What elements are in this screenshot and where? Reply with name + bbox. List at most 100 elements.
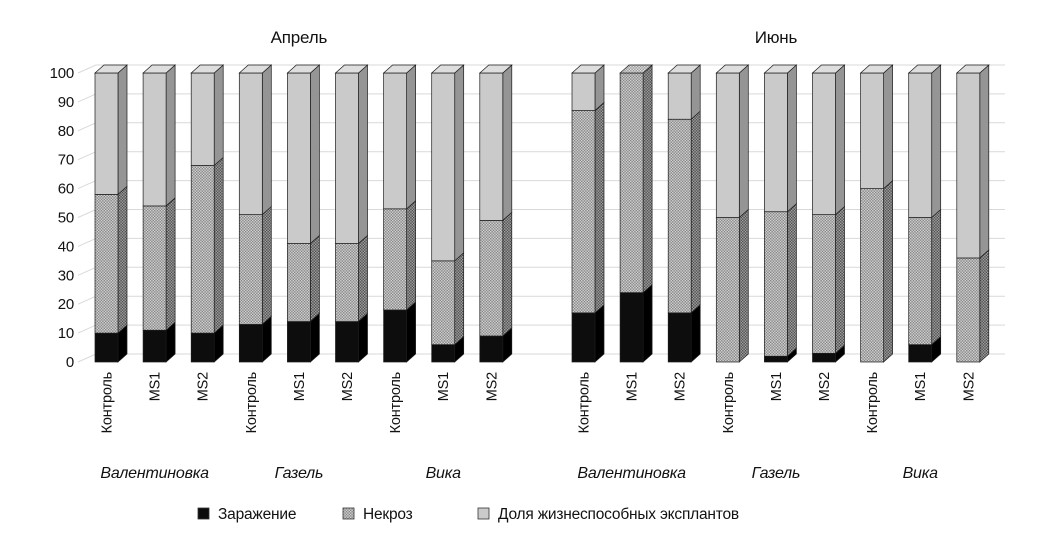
- bar-segment: [287, 72, 311, 244]
- bar-side-face: [310, 64, 320, 245]
- bar-segment: [667, 72, 692, 120]
- x-axis-tick-label: MS1: [436, 372, 452, 401]
- bar-Апрель-Газель-Контроль: [238, 64, 273, 363]
- bar-side-face: [310, 234, 320, 323]
- bar-side-face: [454, 64, 465, 262]
- gridline-stub: [77, 237, 97, 247]
- bar-top-face: [142, 64, 177, 74]
- y-axis-tick-label: 60: [58, 181, 74, 198]
- bar-top-face: [190, 64, 225, 74]
- bar-side-face: [117, 185, 128, 334]
- bar-side-face: [165, 64, 176, 207]
- legend-label-infection: Заражение: [218, 506, 296, 523]
- bar-segment: [142, 72, 167, 207]
- bar-segment: [812, 214, 836, 354]
- bar-segment: [479, 335, 504, 363]
- bar-side-face: [690, 304, 701, 363]
- bar-segment: [571, 312, 596, 363]
- bar-segment: [764, 355, 788, 363]
- legend: Заражение Некроз Доля жизнеспособных экспл…: [197, 506, 739, 523]
- bar-side-face: [165, 197, 176, 331]
- bar-Апрель-Валентиновка-MS1: [142, 64, 177, 363]
- x-axis-tick-label: MS2: [196, 372, 212, 401]
- bar-segment: [571, 72, 596, 111]
- bar-side-face: [835, 205, 845, 355]
- bar-segment: [956, 257, 981, 363]
- bar-side-face: [502, 211, 513, 337]
- y-axis-tick-label: 90: [58, 94, 74, 111]
- group-label: Валентиновка: [577, 465, 686, 482]
- bar-side-face: [642, 64, 653, 294]
- bar-segment: [94, 72, 119, 195]
- bar-segment: [383, 72, 407, 210]
- gridline-stub: [77, 180, 97, 190]
- y-axis-tick-label: 50: [58, 210, 74, 227]
- bar-segment: [715, 217, 740, 363]
- bar-segment: [190, 72, 215, 166]
- bar-Июнь-Газель-Контроль: [715, 64, 750, 363]
- gridline-stub: [77, 122, 97, 132]
- bar-segment: [190, 165, 215, 334]
- bar-side-face: [261, 64, 272, 216]
- group-label: Валентиновка: [100, 465, 209, 482]
- bar-side-face: [979, 64, 990, 259]
- bar-Июнь-Валентиновка-MS1: [619, 64, 654, 363]
- y-axis-tick-label: 70: [58, 152, 74, 169]
- bar-top-face: [382, 64, 417, 74]
- bar-top-face: [763, 64, 798, 74]
- bar-segment: [238, 214, 263, 325]
- bar-segment: [142, 329, 167, 363]
- x-axis-tick-label: MS1: [292, 372, 308, 401]
- bar-side-face: [454, 252, 465, 346]
- bar-segment: [908, 72, 933, 218]
- gridline-stub: [77, 324, 97, 334]
- bar-top-face: [619, 64, 654, 74]
- bar-Июнь-Газель-MS2: [811, 64, 846, 363]
- x-axis-tick-label: MS1: [148, 372, 164, 401]
- bar-segment: [619, 72, 644, 293]
- bar-Июнь-Вика-Контроль: [859, 64, 894, 363]
- bar-side-face: [406, 64, 416, 210]
- bar-segment: [860, 188, 884, 363]
- bar-top-face: [667, 64, 702, 74]
- x-axis-tick-label: Контроль: [388, 372, 404, 433]
- bar-side-face: [261, 205, 272, 326]
- group-label: Газель: [752, 465, 801, 482]
- x-axis-tick-label: Контроль: [721, 372, 737, 433]
- bar-Апрель-Газель-MS1: [286, 64, 321, 363]
- bar-top-face: [286, 64, 321, 74]
- x-axis-tick-label: Контроль: [865, 372, 881, 433]
- bar-segment: [431, 260, 456, 346]
- y-axis-tick-label: 20: [58, 296, 74, 313]
- bar-segment: [383, 309, 407, 363]
- y-axis-tick-label: 30: [58, 267, 74, 284]
- panel-title: Июнь: [755, 28, 798, 47]
- bar-segment: [764, 72, 788, 213]
- bar-side-face: [310, 312, 320, 363]
- bar-segment: [812, 352, 836, 363]
- bar-segment: [335, 72, 359, 244]
- bar-side-face: [594, 304, 605, 363]
- bar-top-face: [334, 64, 369, 74]
- bar-Апрель-Вика-MS2: [478, 64, 513, 363]
- bar-segment: [479, 220, 504, 337]
- group-label: Газель: [275, 465, 324, 482]
- bar-segment: [142, 205, 167, 331]
- bar-top-face: [238, 64, 273, 74]
- x-axis-tick-label: MS2: [817, 372, 833, 401]
- bar-top-face: [430, 64, 465, 74]
- bar-top-face: [907, 64, 942, 74]
- x-axis-tick-label: MS2: [961, 372, 977, 401]
- bar-segment: [335, 321, 359, 363]
- bar-top-face: [811, 64, 846, 74]
- bar-top-face: [94, 64, 128, 74]
- bar-top-face: [955, 64, 990, 74]
- bar-Июнь-Вика-MS1: [907, 64, 942, 363]
- bar-segment: [94, 194, 119, 334]
- x-axis-tick-label: MS2: [484, 372, 500, 401]
- gridline-stub: [77, 64, 97, 74]
- bar-side-face: [690, 110, 701, 314]
- group-label: Вика: [903, 465, 939, 482]
- bar-side-face: [979, 249, 990, 363]
- bar-segment: [619, 292, 644, 363]
